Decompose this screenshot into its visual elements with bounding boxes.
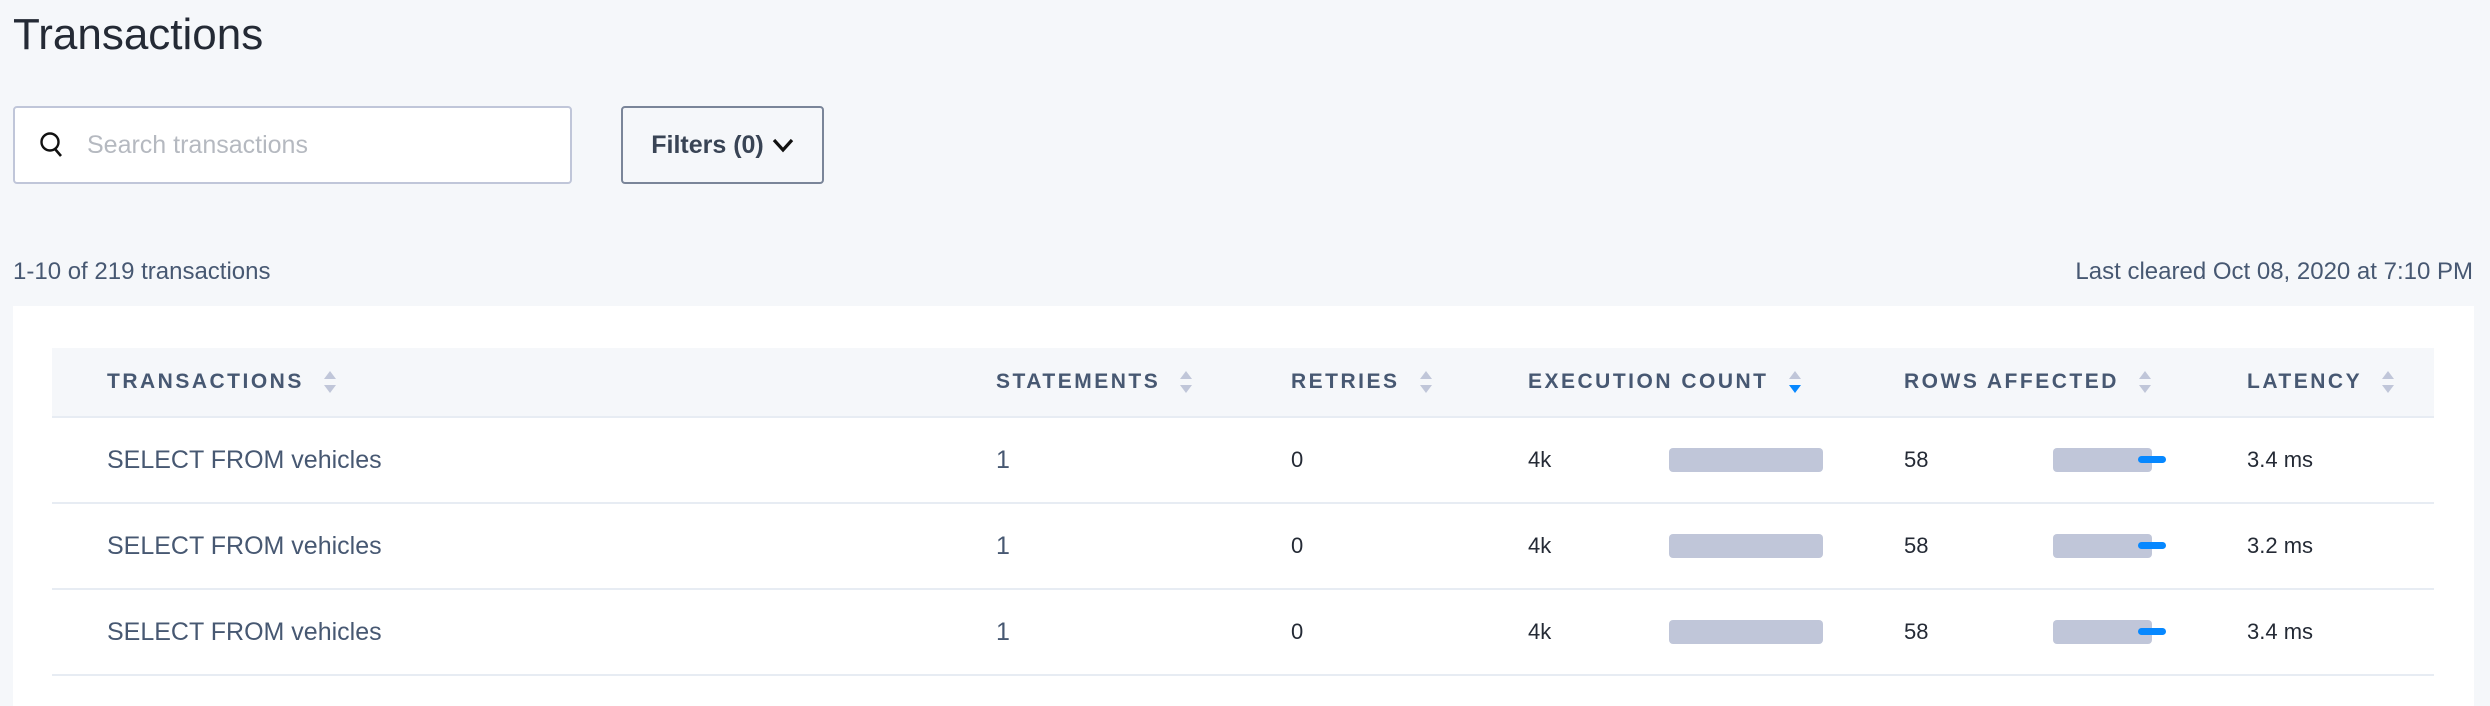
latency: 3.2 ms bbox=[2247, 533, 2314, 558]
chevron-down-icon bbox=[772, 138, 793, 153]
column-label: LATENCY bbox=[2247, 370, 2363, 393]
rows-affected: 58 bbox=[1904, 533, 1929, 558]
column-header-retries[interactable]: RETRIES bbox=[1291, 348, 1432, 416]
rows-affected-deviation-marker bbox=[2138, 542, 2166, 549]
page-title: Transactions bbox=[13, 10, 264, 59]
execution-count-bar bbox=[1669, 620, 1823, 644]
sort-icon[interactable] bbox=[1419, 371, 1432, 393]
rows-affected: 58 bbox=[1904, 447, 1929, 472]
column-header-transactions[interactable]: TRANSACTIONS bbox=[107, 348, 336, 416]
execution-count: 4k bbox=[1528, 533, 1552, 558]
rows-affected: 58 bbox=[1904, 619, 1929, 644]
transactions-table: TRANSACTIONS STATEMENTS RETRIES EXECUTIO… bbox=[13, 306, 2474, 706]
last-cleared: Last cleared Oct 08, 2020 at 7:10 PM bbox=[2075, 258, 2473, 285]
search-input[interactable] bbox=[87, 130, 527, 160]
search-box[interactable] bbox=[13, 106, 572, 184]
rows-affected-bar bbox=[2053, 620, 2152, 644]
table-row[interactable]: SELECT FROM vehicles 1 0 4k 58 3.4 ms bbox=[52, 418, 2434, 504]
sort-icon[interactable] bbox=[323, 371, 336, 393]
column-label: EXECUTION COUNT bbox=[1528, 370, 1769, 393]
rows-affected-bar bbox=[2053, 448, 2152, 472]
table-row[interactable]: SELECT FROM vehicles 1 0 4k 58 3.4 ms bbox=[52, 590, 2434, 676]
execution-count-bar bbox=[1669, 448, 1823, 472]
retries-count: 0 bbox=[1291, 619, 1304, 644]
execution-count: 4k bbox=[1528, 619, 1552, 644]
column-header-statements[interactable]: STATEMENTS bbox=[996, 348, 1193, 416]
column-label: TRANSACTIONS bbox=[107, 370, 304, 393]
sort-icon[interactable] bbox=[1180, 371, 1193, 393]
rows-affected-deviation-marker bbox=[2138, 628, 2166, 635]
filters-label: Filters (0) bbox=[651, 130, 764, 159]
transaction-link[interactable]: SELECT FROM vehicles bbox=[107, 617, 382, 646]
search-icon bbox=[40, 132, 62, 157]
column-label: STATEMENTS bbox=[996, 370, 1161, 393]
transaction-link[interactable]: SELECT FROM vehicles bbox=[107, 531, 382, 560]
execution-count: 4k bbox=[1528, 447, 1552, 472]
retries-count: 0 bbox=[1291, 447, 1304, 472]
sort-icon[interactable] bbox=[2138, 371, 2151, 393]
latency: 3.4 ms bbox=[2247, 619, 2314, 644]
column-header-execution-count[interactable]: EXECUTION COUNT bbox=[1528, 348, 1801, 416]
sort-icon[interactable] bbox=[2382, 371, 2395, 393]
sort-descending-icon[interactable] bbox=[1788, 371, 1801, 393]
rows-affected-bar bbox=[2053, 534, 2152, 558]
column-label: ROWS AFFECTED bbox=[1904, 370, 2119, 393]
statements-count: 1 bbox=[996, 445, 1010, 474]
latency: 3.4 ms bbox=[2247, 447, 2314, 472]
column-header-latency[interactable]: LATENCY bbox=[2247, 348, 2395, 416]
column-header-rows-affected[interactable]: ROWS AFFECTED bbox=[1904, 348, 2151, 416]
statements-count: 1 bbox=[996, 531, 1010, 560]
statements-count: 1 bbox=[996, 617, 1010, 646]
transaction-link[interactable]: SELECT FROM vehicles bbox=[107, 445, 382, 474]
result-count: 1-10 of 219 transactions bbox=[13, 258, 271, 285]
filters-button[interactable]: Filters (0) bbox=[621, 106, 824, 184]
table-header: TRANSACTIONS STATEMENTS RETRIES EXECUTIO… bbox=[52, 348, 2434, 418]
execution-count-bar bbox=[1669, 534, 1823, 558]
column-label: RETRIES bbox=[1291, 370, 1400, 393]
rows-affected-deviation-marker bbox=[2138, 456, 2166, 463]
table-row[interactable]: SELECT FROM vehicles 1 0 4k 58 3.2 ms bbox=[52, 504, 2434, 590]
retries-count: 0 bbox=[1291, 533, 1304, 558]
